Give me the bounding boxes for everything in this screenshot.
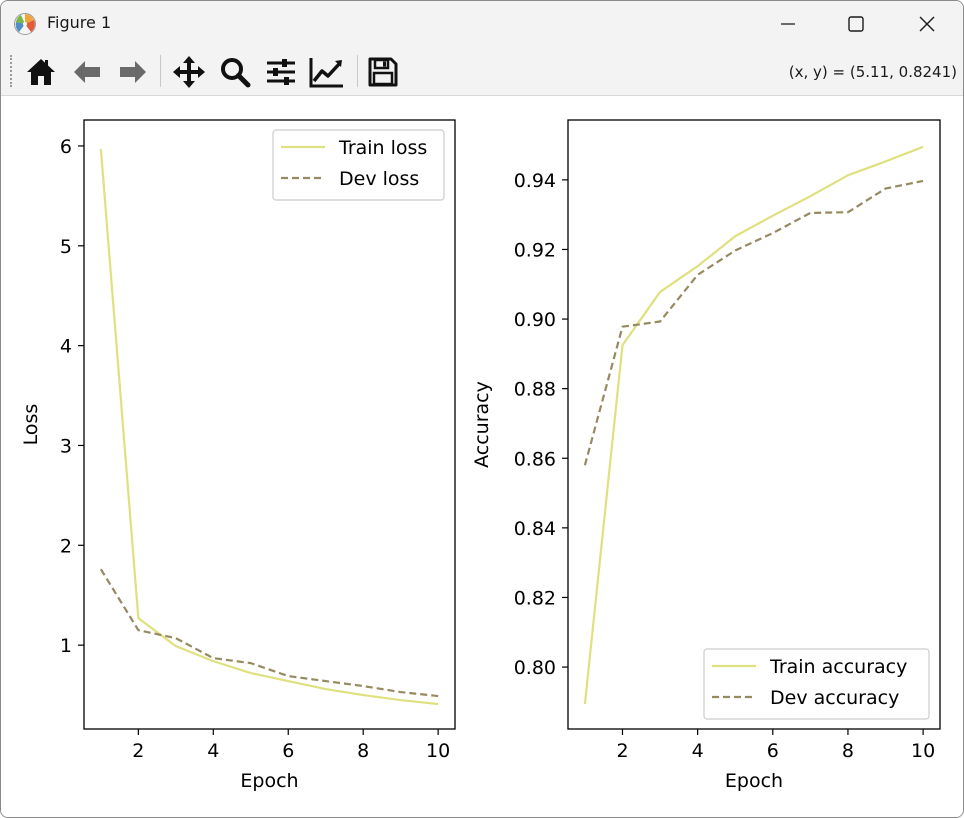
x-tick-label: 4 [692,740,704,762]
series-line-train-loss [99,148,439,706]
accuracy-marks [583,145,924,705]
accuracy-axes: 2 4 6 8 10 0.80 0.82 0.84 0.86 0.88 0.90 0.92 0.94 E… [471,119,941,792]
maximize-button[interactable] [821,1,891,47]
cursor-coordinates: (x, y) = (5.11, 0.8241) [788,63,957,81]
y-tick-label: 5 [60,236,72,258]
figure-canvas[interactable]: 2 4 6 8 10 1 2 3 4 5 6 Epoch Loss Train loss Dev l… [1,96,963,817]
x-tick-label: 6 [282,740,294,762]
loss-y-axis-label: Loss [20,404,42,446]
y-tick-label: 0.84 [514,518,556,540]
minimize-icon [781,23,795,25]
configure-subplots-button[interactable] [261,53,301,91]
legend-label-dev-accuracy: Dev accuracy [770,687,899,709]
loss-marks [99,148,439,706]
minimize-button[interactable] [753,1,823,47]
accuracy-y-axis-label: Accuracy [471,381,493,468]
legend-label-dev-loss: Dev loss [339,168,419,190]
loss-x-axis-label: Epoch [240,770,298,792]
toolbar-separator [160,55,161,87]
legend-label-train-accuracy: Train accuracy [769,656,907,678]
legend-label-train-loss: Train loss [338,137,427,159]
accuracy-legend: Train accuracy Dev accuracy [703,648,930,720]
accuracy-axes-frame [567,119,941,730]
y-tick-label: 0.86 [514,448,556,470]
toolbar-separator [357,55,358,87]
accuracy-x-axis-label: Epoch [725,770,783,792]
loss-axes-frame [83,119,456,730]
series-line-dev-accuracy [583,179,924,466]
home-icon [27,59,55,85]
back-arrow-icon [74,61,100,83]
zoom-magnifier-icon [221,58,251,88]
navigation-toolbar: (x, y) = (5.11, 0.8241) [1,47,963,96]
close-button[interactable] [892,1,962,47]
y-tick-label: 0.80 [514,657,556,679]
x-tick-label: 10 [911,740,935,762]
y-tick-label: 0.90 [514,309,556,331]
y-tick-label: 0.94 [514,170,556,192]
close-icon [919,16,935,32]
forward-arrow-icon [120,61,146,83]
series-line-dev-loss [99,568,439,698]
x-tick-label: 2 [132,740,144,762]
y-tick-label: 0.92 [514,239,556,261]
y-tick-label: 3 [60,435,72,457]
configure-subplots-icon [267,59,295,85]
title-bar[interactable]: Figure 1 [1,1,963,47]
back-button[interactable] [67,53,107,91]
y-tick-label: 2 [60,535,72,557]
y-tick-label: 1 [60,635,72,657]
zoom-button[interactable] [215,53,255,91]
pan-button[interactable] [169,53,209,91]
forward-button[interactable] [113,53,153,91]
x-tick-label: 6 [767,740,779,762]
accuracy-ticks: 2 4 6 8 10 0.80 0.82 0.84 0.86 0.88 0.90 0.92 0.94 [514,170,935,762]
loss-legend: Train loss Dev loss [272,129,445,201]
toolbar-grip[interactable] [10,55,14,87]
x-tick-label: 2 [616,740,628,762]
y-tick-label: 0.88 [514,379,556,401]
y-tick-label: 4 [60,336,72,358]
y-tick-label: 0.82 [514,587,556,609]
pan-move-icon [173,56,205,88]
accuracy-legend-box [703,648,930,720]
x-tick-label: 8 [842,740,854,762]
x-tick-label: 4 [207,740,219,762]
x-tick-label: 10 [426,740,450,762]
edit-axis-button[interactable] [307,53,347,91]
edit-axis-icon [309,58,343,88]
maximize-icon [848,16,864,32]
save-button[interactable] [363,53,403,91]
home-button[interactable] [21,53,61,91]
save-floppy-icon [368,57,398,87]
y-tick-label: 6 [60,136,72,158]
matplotlib-logo-icon [14,13,36,35]
series-line-train-accuracy [583,145,924,705]
window-title: Figure 1 [47,13,112,32]
x-tick-label: 8 [357,740,369,762]
